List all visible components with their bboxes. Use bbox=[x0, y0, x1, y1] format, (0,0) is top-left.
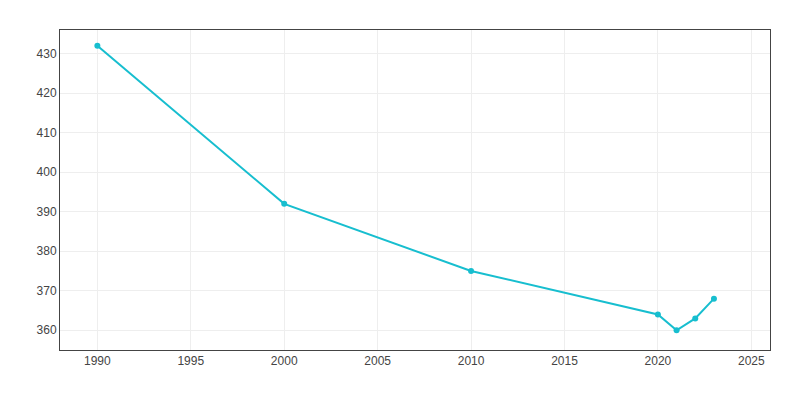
svg-text:1995: 1995 bbox=[177, 354, 204, 368]
svg-text:2005: 2005 bbox=[364, 354, 391, 368]
svg-text:370: 370 bbox=[37, 284, 57, 298]
svg-text:400: 400 bbox=[37, 165, 57, 179]
svg-text:1990: 1990 bbox=[84, 354, 111, 368]
svg-text:410: 410 bbox=[37, 126, 57, 140]
svg-text:2020: 2020 bbox=[645, 354, 672, 368]
svg-text:420: 420 bbox=[37, 86, 57, 100]
svg-text:2025: 2025 bbox=[738, 354, 765, 368]
svg-text:2015: 2015 bbox=[551, 354, 578, 368]
svg-text:360: 360 bbox=[37, 323, 57, 337]
svg-text:2010: 2010 bbox=[458, 354, 485, 368]
svg-text:2000: 2000 bbox=[271, 354, 298, 368]
svg-text:430: 430 bbox=[37, 47, 57, 61]
svg-text:390: 390 bbox=[37, 205, 57, 219]
svg-text:380: 380 bbox=[37, 244, 57, 258]
